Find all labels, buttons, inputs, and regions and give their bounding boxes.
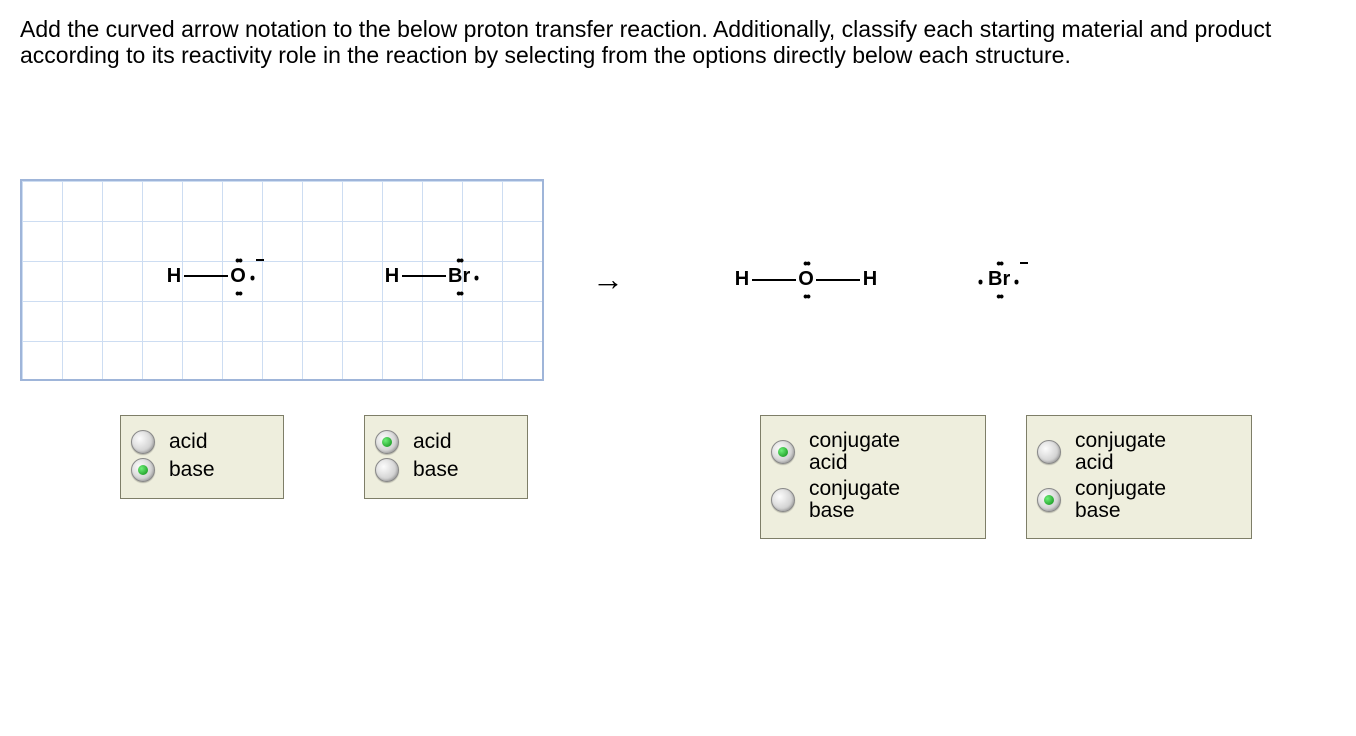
option-label: conjugateacid [809,430,900,474]
molecule-water: H O •• •• H [734,268,878,291]
option-group-product1: conjugateacidconjugatebase [760,415,986,539]
bond [752,279,796,281]
lone-pair-icon: •• [474,275,480,277]
atom-h: H [734,268,750,291]
radio-button-icon[interactable] [771,488,795,512]
atom-h: H [384,265,400,288]
atom-br: Br •• •• •• •• [988,268,1010,291]
lone-pair-icon: •• [456,290,462,296]
options-row: acidbaseacidbaseconjugateacidconjugateba… [20,415,1336,555]
lone-pair-icon: •• [235,257,241,263]
drawing-canvas[interactable]: H O •• •• •• H Br •• •• •• [20,179,544,381]
radio-option[interactable]: acid [131,430,265,454]
radio-button-icon[interactable] [375,458,399,482]
molecule-hydroxide[interactable]: H O •• •• •• [166,265,246,288]
option-label: acid [169,431,208,453]
option-group-reactant2: acid base [364,415,528,499]
option-label: base [169,459,215,481]
radio-option[interactable]: conjugatebase [771,478,967,522]
option-label: conjugatebase [809,478,900,522]
radio-button-icon[interactable] [131,430,155,454]
radio-button-icon[interactable] [375,430,399,454]
option-label: conjugatebase [1075,478,1166,522]
lone-pair-icon: •• [996,260,1002,266]
lone-pair-icon: •• [235,290,241,296]
radio-selected-dot-icon [382,437,392,447]
products-region: H O •• •• H Br •• •• •• •• [734,268,1010,291]
lone-pair-icon: •• [456,257,462,263]
option-group-product2: conjugateacidconjugatebase [1026,415,1252,539]
bond [184,275,228,277]
radio-button-icon[interactable] [771,440,795,464]
radio-option[interactable]: conjugateacid [1037,430,1233,474]
radio-selected-dot-icon [138,465,148,475]
lone-pair-icon: •• [1014,279,1020,281]
reaction-row: H O •• •• •• H Br •• •• •• → H [20,179,1336,381]
option-label: base [413,459,459,481]
option-label: acid [413,431,452,453]
bond [816,279,860,281]
lone-pair-icon: •• [803,260,809,266]
atom-h: H [862,268,878,291]
radio-button-icon[interactable] [131,458,155,482]
atom-o: O •• •• [798,268,814,291]
atom-o: O •• •• •• [230,265,246,288]
molecule-hbr[interactable]: H Br •• •• •• [384,265,470,288]
lone-pair-icon: •• [978,279,984,281]
radio-option[interactable]: conjugatebase [1037,478,1233,522]
option-label: conjugateacid [1075,430,1166,474]
atom-h: H [166,265,182,288]
option-group-reactant1: acid base [120,415,284,499]
radio-option[interactable]: acid [375,430,509,454]
lone-pair-icon: •• [803,293,809,299]
molecule-bromide: Br •• •• •• •• [988,268,1010,291]
radio-button-icon[interactable] [1037,440,1061,464]
radio-option[interactable]: base [131,458,265,482]
reaction-arrow-icon: → [592,261,624,298]
negative-charge-icon [1020,262,1028,264]
radio-selected-dot-icon [778,447,788,457]
negative-charge-icon [256,259,264,261]
radio-option[interactable]: base [375,458,509,482]
radio-button-icon[interactable] [1037,488,1061,512]
question-prompt: Add the curved arrow notation to the bel… [20,16,1336,69]
atom-br: Br •• •• •• [448,265,470,288]
lone-pair-icon: •• [250,275,256,277]
radio-option[interactable]: conjugateacid [771,430,967,474]
lone-pair-icon: •• [996,293,1002,299]
radio-selected-dot-icon [1044,495,1054,505]
bond [402,275,446,277]
